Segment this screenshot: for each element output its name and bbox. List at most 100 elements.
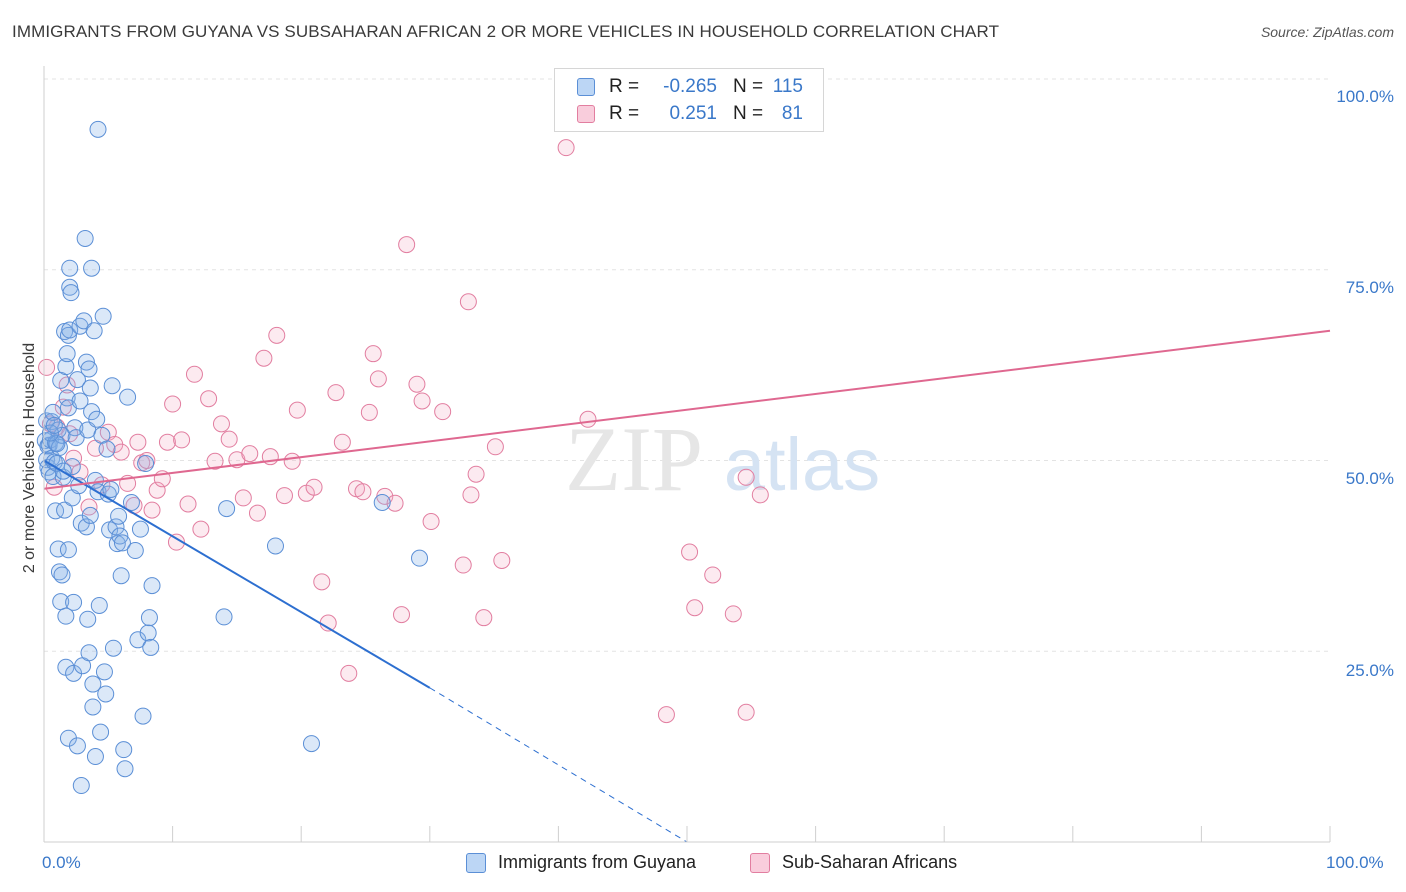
guyana-point	[57, 358, 75, 376]
subsaharan-point	[200, 390, 218, 408]
subsaharan-point	[557, 139, 575, 157]
subsaharan-point	[129, 433, 147, 451]
guyana-point	[84, 675, 102, 693]
subsaharan-point	[704, 566, 722, 584]
chart-title: IMMIGRANTS FROM GUYANA VS SUBSAHARAN AFR…	[12, 22, 1000, 41]
subsaharan-point	[737, 468, 755, 486]
guyana-point	[142, 638, 160, 656]
subsaharan-point	[475, 609, 493, 627]
guyana-point	[92, 723, 110, 741]
guyana-point	[75, 312, 93, 330]
y-tick-label-50: 50.0%	[1345, 469, 1394, 488]
guyana-point	[57, 607, 75, 625]
guyana-point	[41, 424, 59, 442]
legend-item-subsaharan[interactable]: Sub-Saharan Africans	[750, 852, 957, 873]
guyana-point	[63, 458, 81, 476]
guyana-point	[218, 500, 236, 518]
series-legend: Immigrants from Guyana Sub-Saharan Afric…	[0, 852, 1406, 878]
subsaharan-point	[268, 326, 286, 344]
guyana-point	[411, 549, 429, 567]
subsaharan-point	[192, 520, 210, 538]
guyana-point	[61, 278, 79, 296]
legend-label-guyana: Immigrants from Guyana	[498, 852, 697, 872]
guyana-point	[97, 685, 115, 703]
subsaharan-point	[657, 706, 675, 724]
subsaharan-point	[354, 483, 372, 501]
guyana-point	[98, 440, 116, 458]
watermark-zip: ZIP	[565, 408, 703, 510]
source-label: Source: ZipAtlas.com	[1260, 24, 1394, 40]
subsaharan-point	[408, 375, 426, 393]
legend-r-value: -0.265	[663, 76, 717, 97]
guyana-point	[81, 379, 99, 397]
guyana-point	[95, 663, 113, 681]
guyana-point	[59, 326, 77, 344]
guyana-point	[47, 502, 65, 520]
guyana-point	[113, 534, 131, 552]
guyana-point	[44, 403, 62, 421]
guyana-point	[137, 455, 155, 473]
guyana-point	[112, 567, 130, 585]
x-tick-label-max: 100.0%	[1326, 853, 1384, 872]
guyana-point	[61, 259, 79, 277]
x-tick-label-min: 0.0%	[42, 853, 81, 872]
subsaharan-point	[364, 345, 382, 363]
guyana-point	[119, 388, 137, 406]
subsaharan-point	[467, 465, 485, 483]
guyana-point	[88, 410, 106, 428]
subsaharan-point	[54, 398, 72, 416]
trend-lines	[43, 329, 1331, 843]
legend-swatch-subsaharan	[750, 852, 770, 873]
guyana-point	[59, 541, 77, 559]
subsaharan-point	[486, 438, 504, 456]
guyana-point	[86, 748, 104, 766]
guyana-point	[48, 435, 66, 453]
guyana-point	[80, 360, 98, 378]
guyana-point	[131, 520, 149, 538]
guyana-point	[122, 493, 140, 511]
guyana-point	[72, 777, 90, 795]
guyana-point	[215, 608, 233, 626]
y-tick-label-100: 100.0%	[1336, 87, 1394, 106]
legend-r-label: R =	[609, 76, 640, 97]
subsaharan-point	[313, 573, 331, 591]
legend-label-subsaharan: Sub-Saharan Africans	[782, 852, 958, 872]
guyana-point	[111, 527, 129, 545]
legend-n-label: N =	[733, 103, 764, 124]
guyana-point	[104, 639, 122, 657]
guyana-point	[65, 593, 83, 611]
guyana-point	[115, 741, 133, 759]
subsaharan-point	[112, 443, 130, 461]
legend-r-value: 0.251	[669, 103, 717, 124]
subsaharan-point	[173, 431, 191, 449]
subsaharan-point	[360, 403, 378, 421]
watermark: ZIP atlas	[565, 408, 880, 510]
subsaharan-point	[462, 486, 480, 504]
subsaharan-point	[681, 543, 699, 561]
y-tick-label-75: 75.0%	[1345, 278, 1394, 297]
guyana-point	[302, 735, 320, 753]
guyana-point	[56, 501, 74, 519]
subsaharan-point	[288, 401, 306, 419]
subsaharan-point	[275, 487, 293, 505]
y-tick-label-25: 25.0%	[1345, 661, 1394, 680]
subsaharan-trend-line	[43, 329, 1331, 490]
subsaharan-point	[737, 703, 755, 721]
guyana-point	[68, 371, 86, 389]
guyana-point	[110, 507, 128, 525]
legend-row-subsaharan: R = 0.251 N = 81	[577, 101, 803, 127]
guyana-point	[84, 698, 102, 716]
subsaharan-point	[143, 501, 161, 519]
legend-item-guyana[interactable]: Immigrants from Guyana	[466, 852, 696, 873]
subsaharan-point	[459, 293, 477, 311]
subsaharan-point	[206, 452, 224, 470]
legend-n-value: 115	[772, 76, 803, 97]
series-guyana-points	[36, 120, 429, 795]
guyana-point	[134, 707, 152, 725]
guyana-point	[89, 120, 107, 138]
subsaharan-point	[398, 236, 416, 254]
legend-row-guyana: R = -0.265 N = 115	[577, 74, 803, 100]
legend-n-value: 81	[781, 103, 803, 124]
subsaharan-point	[248, 504, 266, 522]
guyana-point	[77, 518, 95, 536]
